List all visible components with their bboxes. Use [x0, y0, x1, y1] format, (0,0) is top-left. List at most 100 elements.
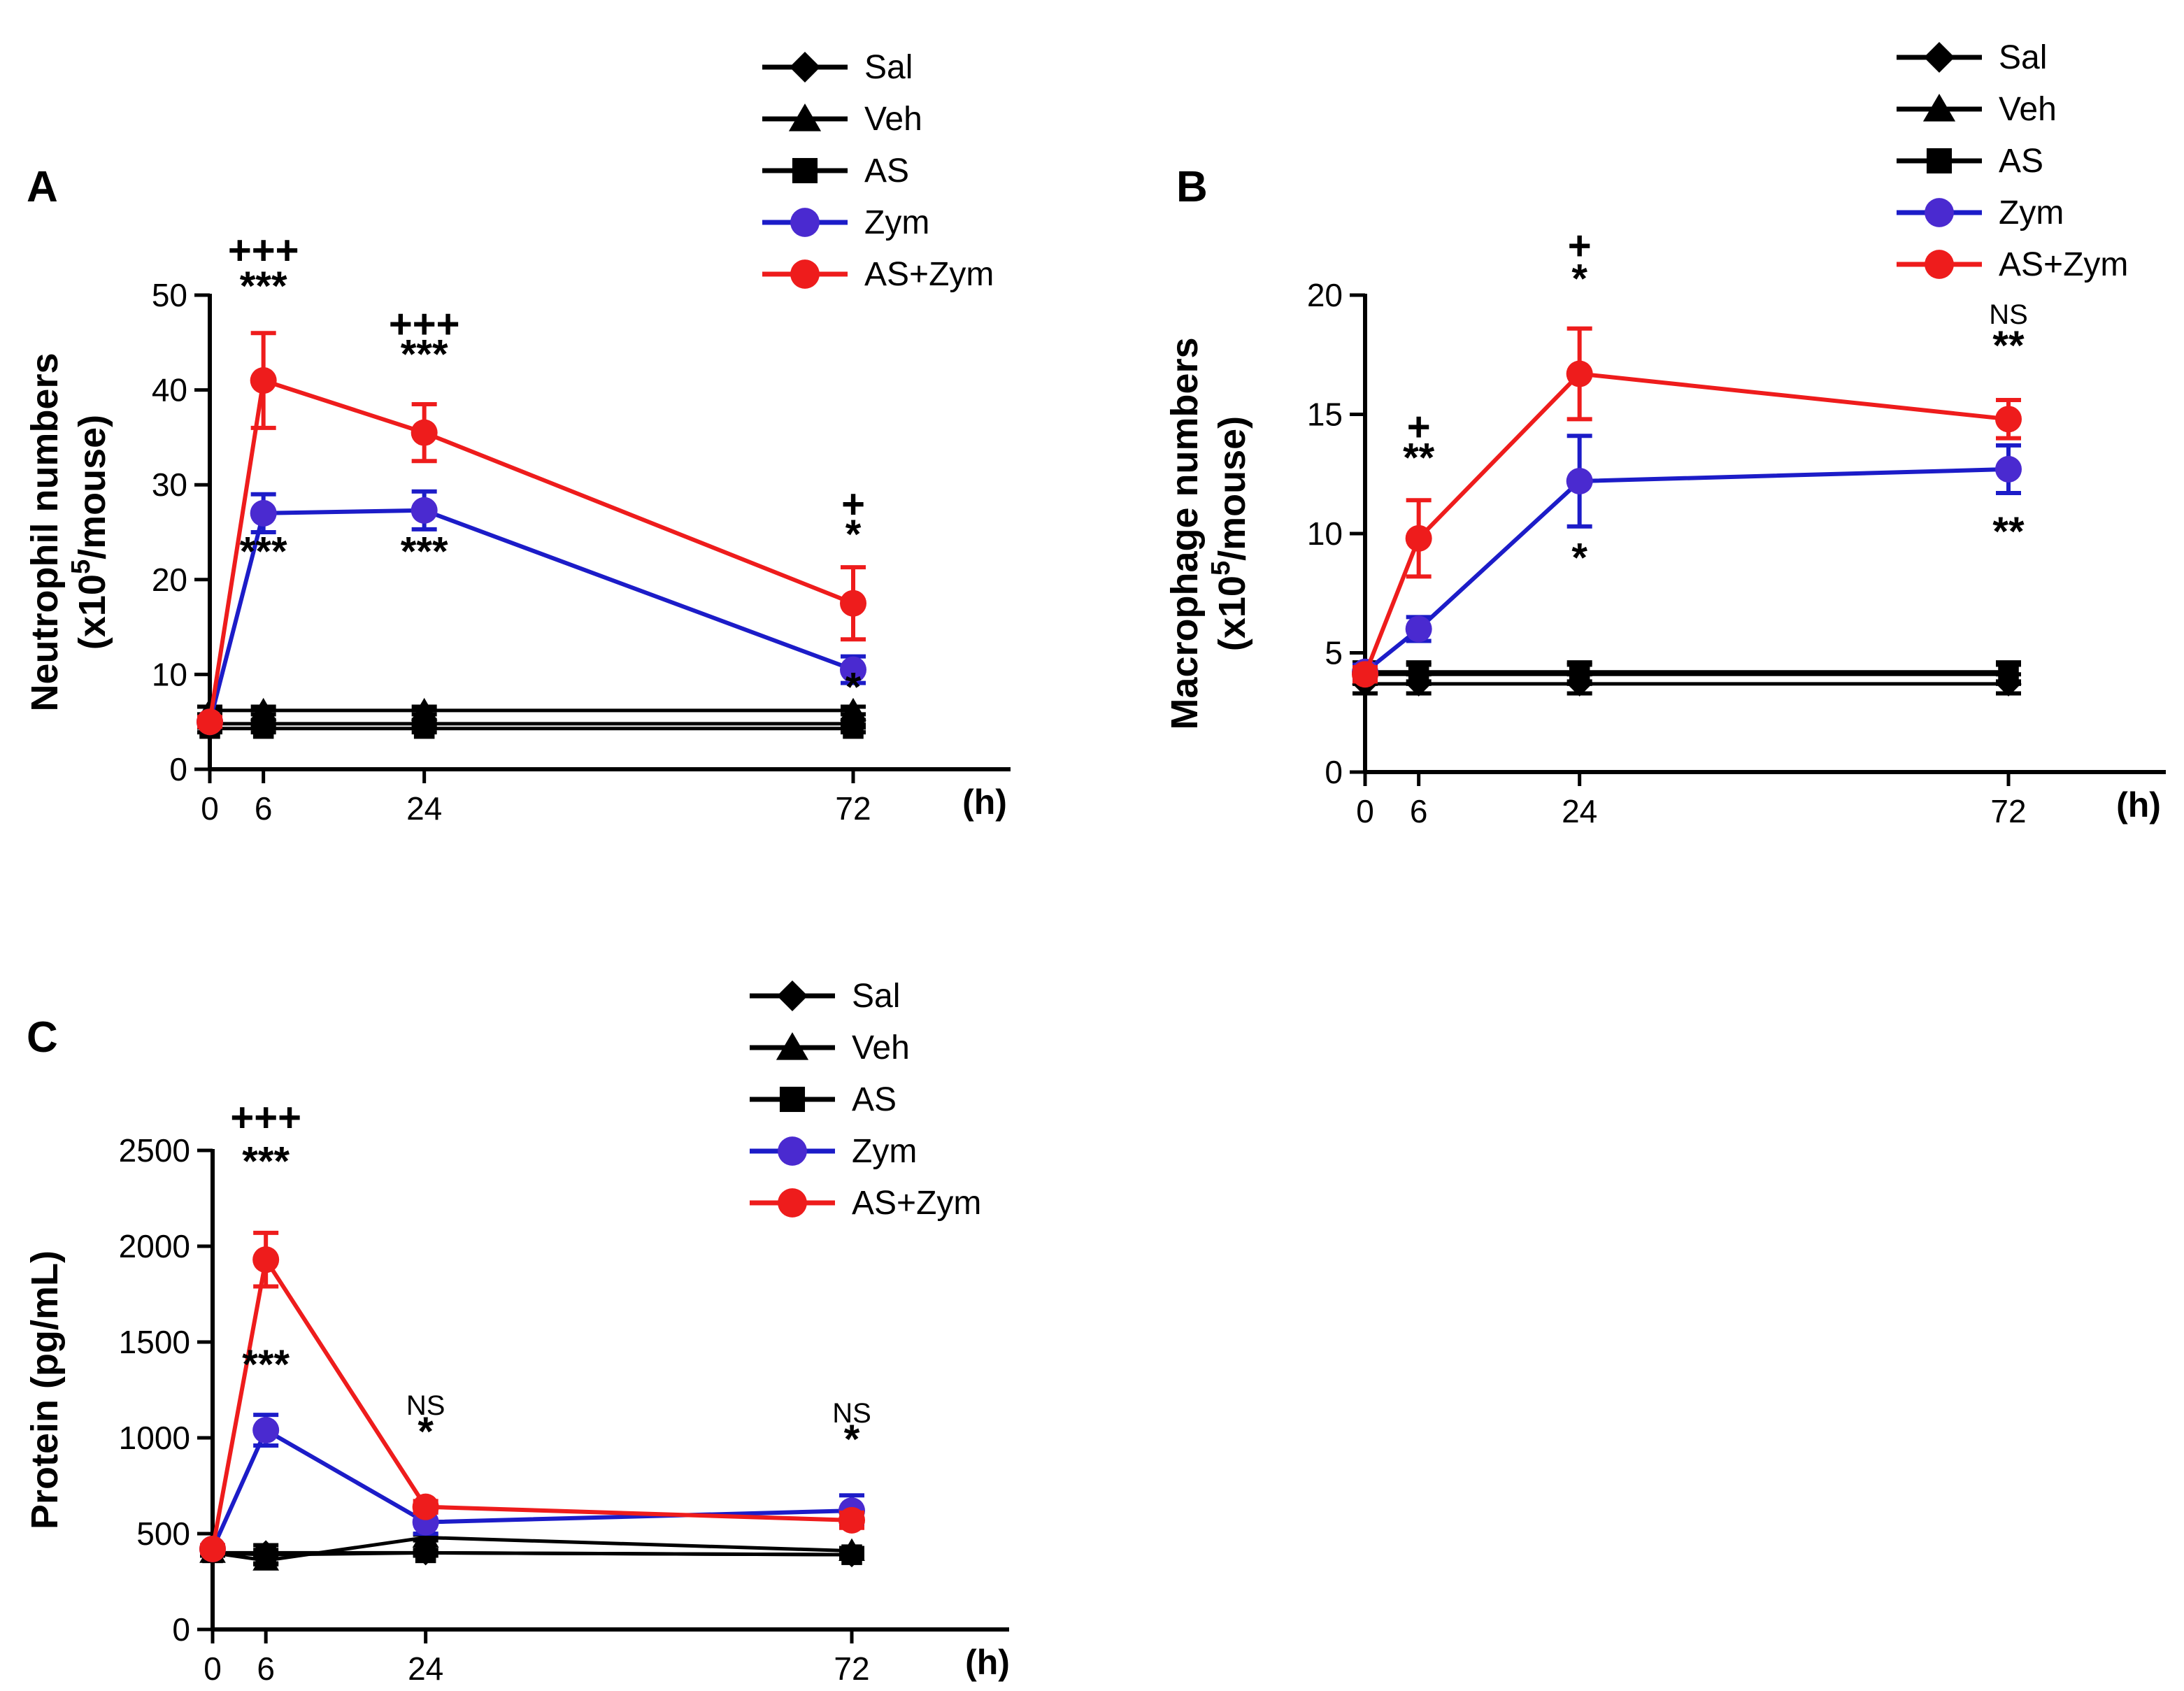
legend-marker-diamond	[790, 52, 820, 83]
legend-label: AS	[852, 1081, 897, 1118]
y-unit-sup: 5	[1206, 561, 1236, 576]
legend-label: Sal	[864, 49, 913, 86]
x-tick-label: 72	[835, 790, 871, 827]
y-axis-title: Protein (pg/mL)	[24, 1250, 66, 1529]
legend-label: Zym	[852, 1133, 917, 1170]
y-tick-label: 0	[1325, 754, 1343, 790]
data-point	[1998, 662, 2019, 683]
y-axis-title: Macrophage numbers	[1164, 337, 1206, 729]
legend-marker-circle	[790, 259, 820, 289]
legend-marker-triangle	[1922, 94, 1956, 122]
significance-annotation: ***	[401, 331, 448, 377]
y-tick-label: 0	[169, 751, 187, 787]
legend-marker-circle	[790, 208, 820, 237]
significance-annotation: *	[844, 1417, 860, 1462]
series-line	[210, 1254, 852, 1550]
data-point	[252, 718, 274, 739]
series-line	[1364, 466, 2009, 674]
legend-label: AS	[864, 152, 909, 190]
significance-annotation: **	[1992, 509, 2025, 555]
legend-label: Sal	[1999, 39, 2047, 76]
series-line	[208, 508, 855, 722]
legend-marker-diamond	[777, 980, 808, 1011]
legend-label: Veh	[864, 101, 922, 138]
y-unit-sup: 5	[66, 559, 96, 574]
series-veh	[197, 697, 866, 721]
legend-label: AS	[1999, 143, 2043, 180]
significance-annotation: ***	[240, 529, 287, 574]
x-tick-label: 6	[257, 1650, 275, 1687]
x-unit-label: (h)	[2116, 785, 2161, 825]
y-axis-title: Neutrophil numbers	[24, 352, 66, 711]
data-point	[411, 697, 438, 721]
significance-annotation: **	[1403, 435, 1435, 480]
x-tick-label: 24	[406, 790, 442, 827]
series-zym	[197, 489, 866, 736]
significance-annotation: *	[1571, 257, 1587, 302]
significance-annotation: NS	[406, 1390, 445, 1421]
y-tick-label: 1000	[119, 1420, 190, 1456]
x-tick-label: 0	[204, 1650, 222, 1687]
series-line	[208, 378, 855, 722]
y-tick-label: 5	[1325, 635, 1343, 671]
series-sal	[197, 711, 866, 736]
data-point	[415, 1542, 436, 1564]
legend-label: Veh	[1999, 91, 2057, 128]
significance-annotation: +++	[230, 1095, 301, 1141]
data-point	[841, 1544, 862, 1565]
data-point	[1566, 467, 1593, 494]
x-tick-label: 72	[1990, 793, 2026, 829]
data-point	[412, 1525, 439, 1548]
significance-annotation: **	[1992, 323, 2025, 369]
legend-marker-circle	[1925, 198, 1954, 227]
y-unit-post: /mouse)	[71, 415, 113, 559]
y-unit-post: /mouse)	[1211, 416, 1253, 561]
data-point	[255, 1544, 276, 1565]
panel-label: C	[27, 1013, 58, 1062]
legend-marker-square	[779, 1086, 806, 1113]
x-tick-label: 24	[1562, 793, 1597, 829]
data-point	[1569, 662, 1590, 683]
y-axis-unit: (x105/mouse)	[1206, 416, 1253, 651]
data-point	[250, 367, 277, 394]
y-tick-label: 2500	[119, 1132, 190, 1169]
x-unit-label: (h)	[965, 1643, 1010, 1682]
significance-annotation: *	[845, 512, 862, 557]
significance-annotation: *	[845, 664, 862, 710]
data-point	[250, 697, 277, 721]
legend-label: AS+Zym	[864, 256, 994, 293]
series-as	[1352, 660, 2021, 684]
significance-annotation: ***	[242, 1342, 290, 1387]
data-point	[1352, 661, 1378, 688]
significance-annotation: NS	[1989, 299, 2028, 330]
data-point	[411, 497, 438, 524]
y-axis-unit: (x105/mouse)	[66, 415, 113, 650]
series-as-zym	[199, 1230, 865, 1562]
legend-marker-circle	[1925, 250, 1954, 279]
data-point	[1408, 662, 1429, 683]
x-tick-label: 6	[255, 790, 273, 827]
y-tick-label: 10	[1307, 515, 1343, 552]
data-point	[252, 1246, 280, 1273]
series-as	[197, 718, 866, 739]
x-tick-label: 6	[1410, 793, 1428, 829]
legend-label: Zym	[864, 204, 929, 241]
legend-marker-triangle	[788, 104, 822, 131]
y-tick-label: 2000	[119, 1228, 190, 1264]
y-unit-pre: (x10	[71, 574, 113, 650]
legend-label: Zym	[1999, 194, 2064, 231]
data-point	[1405, 525, 1432, 552]
significance-annotation: *	[417, 1409, 434, 1455]
legend-marker-circle	[778, 1136, 807, 1166]
significance-annotation: ***	[401, 529, 448, 574]
significance-annotation: +++	[228, 227, 299, 273]
x-tick-label: 0	[1356, 793, 1374, 829]
data-point	[840, 697, 866, 721]
y-tick-label: 30	[152, 466, 187, 503]
data-point	[199, 1535, 226, 1562]
data-point	[1995, 406, 2022, 433]
